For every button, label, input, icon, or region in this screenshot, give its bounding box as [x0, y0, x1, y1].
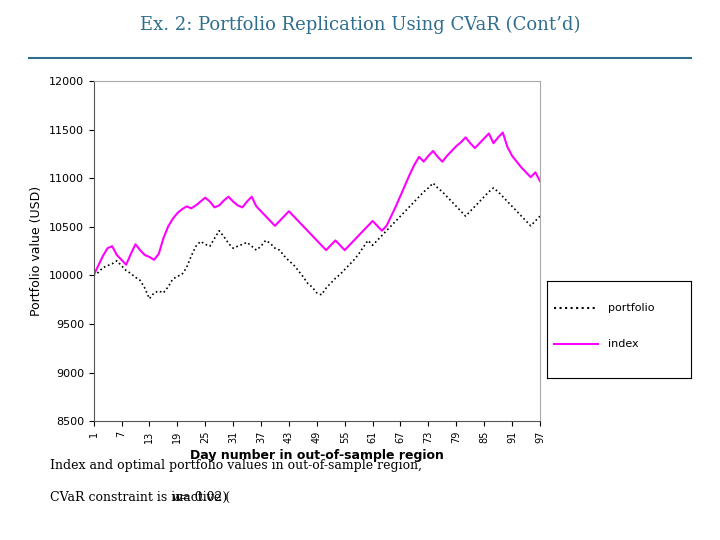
index [89, 272, 98, 279]
index [122, 261, 130, 268]
portfolio [89, 272, 98, 279]
index [345, 242, 354, 248]
portfolio [428, 180, 437, 186]
X-axis label: Day number in out-of-sample region: Day number in out-of-sample region [190, 449, 444, 462]
Text: w: w [171, 491, 182, 504]
Y-axis label: Portfolio value (USD): Portfolio value (USD) [30, 186, 43, 316]
portfolio [443, 193, 451, 200]
Text: index: index [608, 339, 639, 349]
portfolio [122, 267, 130, 274]
portfolio [103, 262, 112, 269]
index [498, 129, 507, 136]
portfolio [210, 235, 219, 242]
Text: = 0.02): = 0.02) [176, 491, 228, 504]
Line: portfolio: portfolio [94, 183, 540, 299]
Text: Ex. 2: Portfolio Replication Using CVaR (Cont’d): Ex. 2: Portfolio Replication Using CVaR … [140, 16, 580, 35]
Line: index: index [94, 132, 540, 275]
index [433, 153, 442, 160]
index [312, 237, 321, 244]
index [205, 198, 214, 205]
Text: CVaR constraint is inactive (: CVaR constraint is inactive ( [50, 491, 230, 504]
index [536, 178, 544, 184]
portfolio [317, 292, 325, 298]
Text: portfolio: portfolio [608, 303, 654, 313]
index [103, 245, 112, 252]
Text: Index and optimal portfolio values in out-of-sample region,: Index and optimal portfolio values in ou… [50, 459, 423, 472]
portfolio [350, 256, 359, 263]
portfolio [536, 213, 544, 219]
portfolio [145, 295, 154, 302]
